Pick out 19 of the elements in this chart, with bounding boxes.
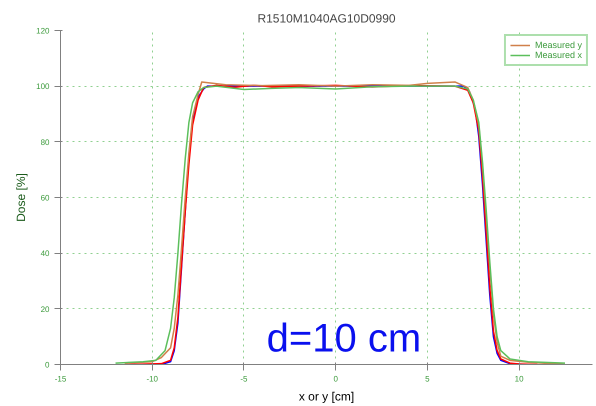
annotation: d=10 cm xyxy=(266,316,422,360)
y-tick-label: 80 xyxy=(40,138,50,147)
y-tick-label: 100 xyxy=(36,82,50,92)
x-tick-label: -15 xyxy=(54,374,67,384)
legend-label: Measured x xyxy=(534,50,582,60)
y-tick-label: 0 xyxy=(45,360,50,370)
y-axis-title: Dose [%] xyxy=(14,173,28,222)
x-tick-label: -5 xyxy=(240,374,248,384)
y-tick-label: 20 xyxy=(40,304,50,314)
x-tick-label: 5 xyxy=(425,374,430,384)
y-tick-label: 120 xyxy=(36,26,50,36)
legend-label: Measured y xyxy=(534,40,582,50)
y-tick-label: 40 xyxy=(40,249,50,258)
x-tick-label: 0 xyxy=(333,374,338,384)
x-axis-title: x or y [cm] xyxy=(298,390,354,404)
x-tick-label: -10 xyxy=(146,374,159,384)
y-tick-label: 60 xyxy=(40,194,50,202)
x-tick-label: 10 xyxy=(514,374,524,384)
chart-title: R1510M1040AG10D0990 xyxy=(257,12,396,26)
